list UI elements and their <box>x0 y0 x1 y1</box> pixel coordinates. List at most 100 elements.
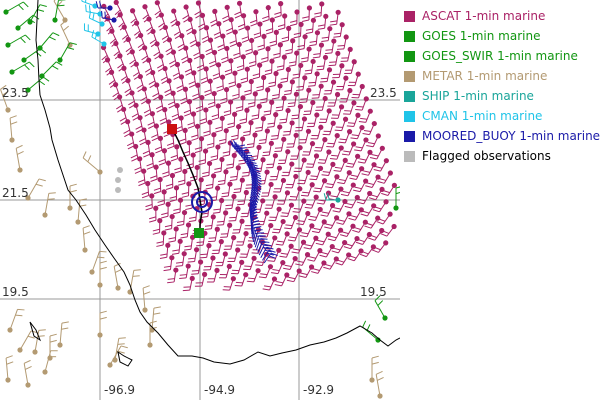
ascat-barb <box>373 158 389 172</box>
ascat-barb <box>295 75 308 91</box>
ascat-barb <box>172 61 181 80</box>
coastline <box>39 94 400 365</box>
ascat-barb <box>177 33 186 52</box>
lon-label-96-9: -96.9 <box>104 383 135 397</box>
ascat-barb <box>315 231 331 246</box>
legend-item-goes-swir[interactable]: GOES_SWIR 1-min marine <box>404 46 600 66</box>
ascat-barb <box>170 144 180 162</box>
ascat-barb <box>232 82 242 100</box>
ascat-barb <box>336 211 352 225</box>
ascat-barb <box>338 129 353 144</box>
legend-item-ship[interactable]: SHIP 1-min marine <box>404 86 600 106</box>
ascat-barb <box>269 165 283 181</box>
ascat-barb <box>340 46 353 62</box>
ascat-barb <box>355 96 369 111</box>
ascat-barb <box>158 12 166 31</box>
ascat-barb <box>167 90 176 109</box>
ascat-barb <box>233 177 245 194</box>
ascat-barb <box>228 70 238 88</box>
ascat-barb <box>288 50 300 67</box>
metar-barb <box>7 308 25 333</box>
legend-item-goes[interactable]: GOES 1-min marine <box>404 26 600 46</box>
ascat-barb <box>134 156 143 174</box>
ascat-barb <box>246 268 261 283</box>
island-outline <box>117 350 133 367</box>
ascat-barb <box>229 165 241 182</box>
ascat-barb <box>215 251 228 267</box>
legend-item-metar[interactable]: METAR 1-min marine <box>404 66 600 86</box>
ascat-barb <box>199 243 212 259</box>
metar-barb <box>32 329 46 355</box>
ascat-barb <box>248 50 259 68</box>
ascat-barb <box>171 238 183 255</box>
ascat-barb <box>227 247 241 263</box>
legend-swatch <box>404 10 415 22</box>
ascat-barb <box>324 38 337 55</box>
ascat-barb <box>187 247 200 263</box>
ascat-barb <box>224 58 234 76</box>
legend-item-moored-buoy[interactable]: MOORED_BUOY 1-min marine <box>404 126 600 146</box>
ascat-barb <box>237 13 247 31</box>
ascat-barb <box>376 211 393 225</box>
ascat-barb <box>280 66 291 84</box>
ascat-barb <box>302 141 316 156</box>
ascat-barb <box>246 132 258 149</box>
buoy-ring-outer[interactable] <box>191 191 213 213</box>
ship-track <box>167 124 213 238</box>
ascat-barb <box>261 181 274 197</box>
ascat-barb <box>204 214 216 231</box>
ascat-barb <box>372 199 389 213</box>
observation-map[interactable]: 23.5 21.5 19.5 23.5 19.5 -96.9 -94.9 -92… <box>0 0 400 400</box>
ascat-barb <box>215 115 225 133</box>
ascat-barb <box>287 91 300 108</box>
lat-label-23-5-left: 23.5 <box>2 86 29 100</box>
ascat-barb <box>293 157 307 173</box>
ascat-barb <box>203 255 216 271</box>
ascat-barb <box>299 223 315 238</box>
ascat-barb <box>282 120 295 136</box>
metar-barb <box>17 330 38 353</box>
cman-barb <box>91 30 107 47</box>
metar-barb <box>42 192 56 218</box>
metar-barb <box>82 151 103 175</box>
ascat-barb <box>312 219 327 234</box>
ascat-barb <box>362 120 377 136</box>
legend-swatch <box>404 150 415 162</box>
ascat-barb <box>345 153 361 168</box>
ascat-barb <box>264 194 278 209</box>
goes-position-marker[interactable] <box>194 228 204 238</box>
ascat-barb <box>259 87 271 104</box>
legend-item-flagged[interactable]: Flagged observations <box>404 146 600 166</box>
ascat-barb <box>326 133 340 148</box>
ascat-barb <box>162 160 172 178</box>
legend-label: ASCAT 1-min marine <box>422 9 546 23</box>
ascat-barb <box>177 168 188 186</box>
metar-barb <box>5 355 14 383</box>
ascat-barb <box>158 148 168 166</box>
ascat-barb <box>182 275 195 292</box>
ascat-barb <box>276 190 291 205</box>
ascat-barb <box>154 0 163 19</box>
ascat-barb <box>318 108 332 123</box>
ship-position-marker[interactable] <box>167 124 177 134</box>
ascat-barb <box>212 197 225 214</box>
ascat-barb <box>159 242 171 260</box>
ascat-barb <box>351 83 365 99</box>
ascat-barb <box>339 87 353 103</box>
ascat-barb <box>153 41 162 60</box>
legend-item-cman[interactable]: CMAN 1-min marine <box>404 106 600 126</box>
ascat-barb <box>148 69 157 89</box>
ascat-barb <box>187 111 197 129</box>
ascat-barb <box>264 58 275 76</box>
ascat-barb <box>298 264 315 279</box>
ascat-barb <box>205 173 217 190</box>
metar-barb <box>9 115 18 143</box>
legend-item-ascat[interactable]: ASCAT 1-min marine <box>404 6 600 26</box>
ascat-barb <box>333 22 345 38</box>
ascat-wind-barbs <box>100 0 397 292</box>
ascat-barb <box>218 128 229 145</box>
ascat-barb <box>333 157 348 172</box>
legend-label: GOES 1-min marine <box>422 29 541 43</box>
metar-barb <box>60 20 73 48</box>
ascat-barb <box>285 38 296 55</box>
